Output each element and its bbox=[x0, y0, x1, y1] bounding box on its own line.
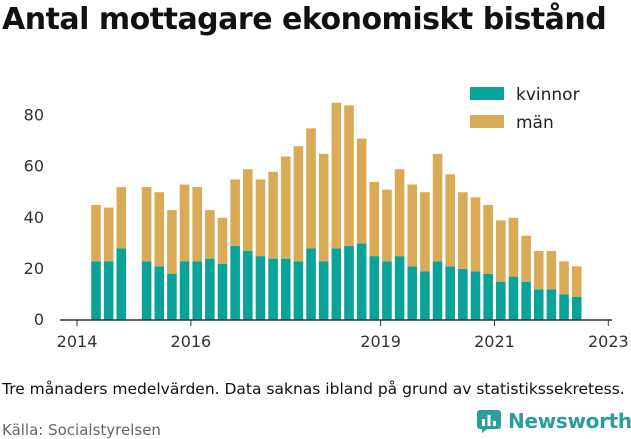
bar-kvinnor bbox=[344, 245, 354, 320]
bar-kvinnor bbox=[255, 256, 266, 320]
legend-swatch bbox=[470, 115, 504, 128]
bar-man bbox=[470, 197, 481, 272]
bar-man bbox=[432, 153, 443, 262]
bar-man bbox=[571, 266, 582, 297]
bar-kvinnor bbox=[356, 243, 367, 320]
bar-kvinnor bbox=[432, 261, 443, 320]
bar-man bbox=[293, 146, 304, 262]
bar-man bbox=[217, 217, 228, 264]
bar-man bbox=[255, 179, 266, 257]
bar-kvinnor bbox=[205, 258, 215, 320]
x-tick-label: 2021 bbox=[474, 332, 515, 351]
bar-kvinnor bbox=[167, 274, 177, 320]
bar-kvinnor bbox=[280, 258, 291, 320]
x-tick-label: 2023 bbox=[588, 332, 629, 351]
bar-kvinnor bbox=[369, 256, 380, 320]
bar-kvinnor bbox=[571, 297, 582, 320]
bar-man bbox=[369, 182, 380, 257]
bar-man bbox=[344, 105, 354, 246]
brand: Newsworthy bbox=[476, 409, 631, 433]
bar-man bbox=[420, 192, 430, 272]
chart-title: Antal mottagare ekonomiskt bistånd bbox=[2, 2, 607, 37]
bar-kvinnor bbox=[496, 281, 506, 320]
x-tick-label: 2014 bbox=[57, 332, 98, 351]
bar-man bbox=[205, 210, 215, 259]
bar-kvinnor bbox=[521, 281, 531, 320]
bar-man bbox=[141, 187, 152, 262]
bar-man bbox=[508, 217, 519, 277]
chart-caption: Tre månaders medelvärden. Data saknas ib… bbox=[2, 380, 625, 398]
newsworthy-logo-icon bbox=[477, 410, 501, 433]
bar-kvinnor bbox=[243, 251, 253, 320]
bar-man bbox=[521, 235, 531, 282]
bar-man bbox=[103, 207, 114, 262]
x-tick-label: 2019 bbox=[360, 332, 401, 351]
y-tick-label: 20 bbox=[24, 259, 44, 278]
bar-man bbox=[192, 187, 202, 262]
bar-man bbox=[243, 169, 253, 251]
bar-man bbox=[458, 192, 468, 269]
bar-kvinnor bbox=[546, 289, 557, 320]
y-tick-label: 40 bbox=[24, 208, 44, 227]
bar-man bbox=[533, 251, 544, 290]
bar-man bbox=[356, 138, 367, 244]
bar-kvinnor bbox=[192, 261, 202, 320]
bar-man bbox=[268, 171, 278, 259]
bar-kvinnor bbox=[508, 276, 519, 320]
bar-kvinnor bbox=[116, 248, 127, 320]
bar-man bbox=[179, 184, 190, 262]
bar-kvinnor bbox=[179, 261, 190, 320]
bar-kvinnor bbox=[470, 271, 481, 320]
bar-kvinnor bbox=[331, 248, 342, 320]
bar-chart: 0 20 40 60 80 2014 2016 2019 2021 2023 kvinnor män bbox=[23, 85, 629, 351]
bar-kvinnor bbox=[382, 261, 392, 320]
bar-kvinnor bbox=[154, 266, 165, 320]
bar-man bbox=[445, 174, 455, 267]
bar-kvinnor bbox=[306, 248, 316, 320]
bar-kvinnor bbox=[103, 261, 114, 320]
bar-kvinnor bbox=[407, 266, 418, 320]
bar-man bbox=[230, 179, 240, 246]
bar-kvinnor bbox=[293, 261, 304, 320]
bar-kvinnor bbox=[217, 263, 228, 320]
brand-name: Newsworthy bbox=[508, 409, 631, 433]
bar-man bbox=[116, 187, 127, 249]
bar-kvinnor bbox=[394, 256, 405, 320]
x-tick-label: 2016 bbox=[171, 332, 212, 351]
bar-man bbox=[483, 205, 493, 274]
bar-kvinnor bbox=[533, 289, 544, 320]
bar-kvinnor bbox=[458, 268, 468, 320]
bar-man bbox=[318, 153, 329, 262]
y-tick-label: 80 bbox=[24, 106, 44, 125]
source-note: Källa: Socialstyrelsen bbox=[2, 421, 161, 439]
bar-kvinnor bbox=[318, 261, 329, 320]
bar-man bbox=[167, 210, 177, 274]
bar-kvinnor bbox=[559, 294, 569, 320]
bar-man bbox=[394, 169, 405, 257]
bar-man bbox=[496, 220, 506, 282]
bar-kvinnor bbox=[268, 258, 278, 320]
bar-man bbox=[306, 128, 316, 249]
bar-man bbox=[91, 205, 101, 262]
legend-label: kvinnor bbox=[516, 85, 580, 105]
bar-man bbox=[382, 189, 392, 262]
bar-kvinnor bbox=[141, 261, 152, 320]
bar-kvinnor bbox=[445, 266, 455, 320]
bar-kvinnor bbox=[91, 261, 101, 320]
y-tick-label: 0 bbox=[34, 310, 44, 329]
y-tick-label: 60 bbox=[24, 157, 44, 176]
legend-swatch bbox=[470, 87, 504, 100]
bar-kvinnor bbox=[230, 245, 240, 320]
bar-man bbox=[407, 184, 418, 267]
bar-man bbox=[331, 102, 342, 249]
legend-label: män bbox=[516, 113, 554, 133]
bar-kvinnor bbox=[483, 274, 493, 320]
bar-kvinnor bbox=[420, 271, 430, 320]
bar-man bbox=[546, 251, 557, 290]
bar-man bbox=[280, 156, 291, 259]
bar-man bbox=[154, 192, 165, 267]
bar-man bbox=[559, 261, 569, 295]
